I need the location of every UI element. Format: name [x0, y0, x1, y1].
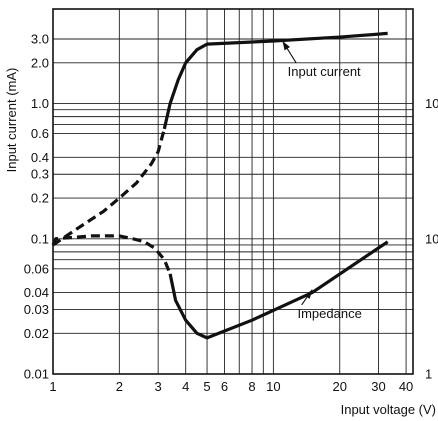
x-tick-label: 1 — [49, 379, 56, 394]
y-tick-label: 0.04 — [24, 285, 49, 300]
x-tick-label: 5 — [203, 379, 210, 394]
y-tick-label: 0.02 — [24, 326, 49, 341]
right-tick-label: 100 — [425, 96, 438, 111]
curves — [51, 31, 389, 340]
y-tick-label: 3.0 — [31, 32, 49, 47]
x-tick-label: 3 — [155, 379, 162, 394]
grid-lines — [53, 9, 413, 374]
x-tick-label: 6 — [221, 379, 228, 394]
x-tick-label: 10 — [266, 379, 280, 394]
x-tick-label: 40 — [399, 379, 413, 394]
x-tick-label: 8 — [248, 379, 255, 394]
y-tick-label: 1.0 — [31, 96, 49, 111]
input-current-curve-solid — [162, 31, 388, 130]
y-tick-label: 0.4 — [31, 150, 49, 165]
input-current-arrow-head — [282, 40, 290, 51]
y-tick-label: 0.06 — [24, 261, 49, 276]
y-tick-label: 0.03 — [24, 302, 49, 317]
right-tick-label: 1 — [425, 367, 432, 382]
y-tick-label: 0.01 — [24, 367, 49, 382]
x-tick-label: 30 — [371, 379, 385, 394]
impedance-curve-dashed — [51, 234, 172, 275]
y-axis-title: Input current (mA) — [4, 68, 19, 173]
y-tick-label: 0.6 — [31, 126, 49, 141]
input-current-label: Input current — [288, 64, 361, 79]
x-tick-label: 20 — [332, 379, 346, 394]
plot-frame — [52, 8, 414, 375]
x-tick-label: 2 — [116, 379, 123, 394]
y-tick-label: 0.3 — [31, 167, 49, 182]
impedance-curve-solid — [168, 240, 389, 340]
y-tick-labels: 3.0 2.0 1.0 0.6 0.4 0.3 0.2 0.1 0.06 0.04 0.03 0.02… — [24, 32, 49, 382]
right-tick-labels: 100 10 1 — [425, 96, 438, 381]
impedance-label: Impedance — [297, 306, 361, 321]
right-tick-label: 10 — [425, 231, 438, 246]
x-tick-labels: 1 2 3 4 5 6 8 10 20 30 40 — [49, 379, 413, 394]
annotations: Input current Impedance — [282, 40, 362, 321]
y-tick-label: 0.1 — [31, 231, 49, 246]
x-tick-label: 4 — [182, 379, 189, 394]
y-tick-label: 2.0 — [31, 55, 49, 70]
input-current-curve-dashed — [52, 128, 166, 247]
x-axis-title: Input voltage (V) — [341, 402, 436, 417]
impedance-arrow-head — [304, 289, 313, 299]
y-tick-label: 0.2 — [31, 191, 49, 206]
